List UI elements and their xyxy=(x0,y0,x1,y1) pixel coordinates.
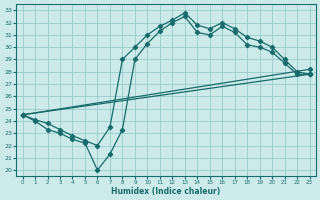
X-axis label: Humidex (Indice chaleur): Humidex (Indice chaleur) xyxy=(111,187,221,196)
